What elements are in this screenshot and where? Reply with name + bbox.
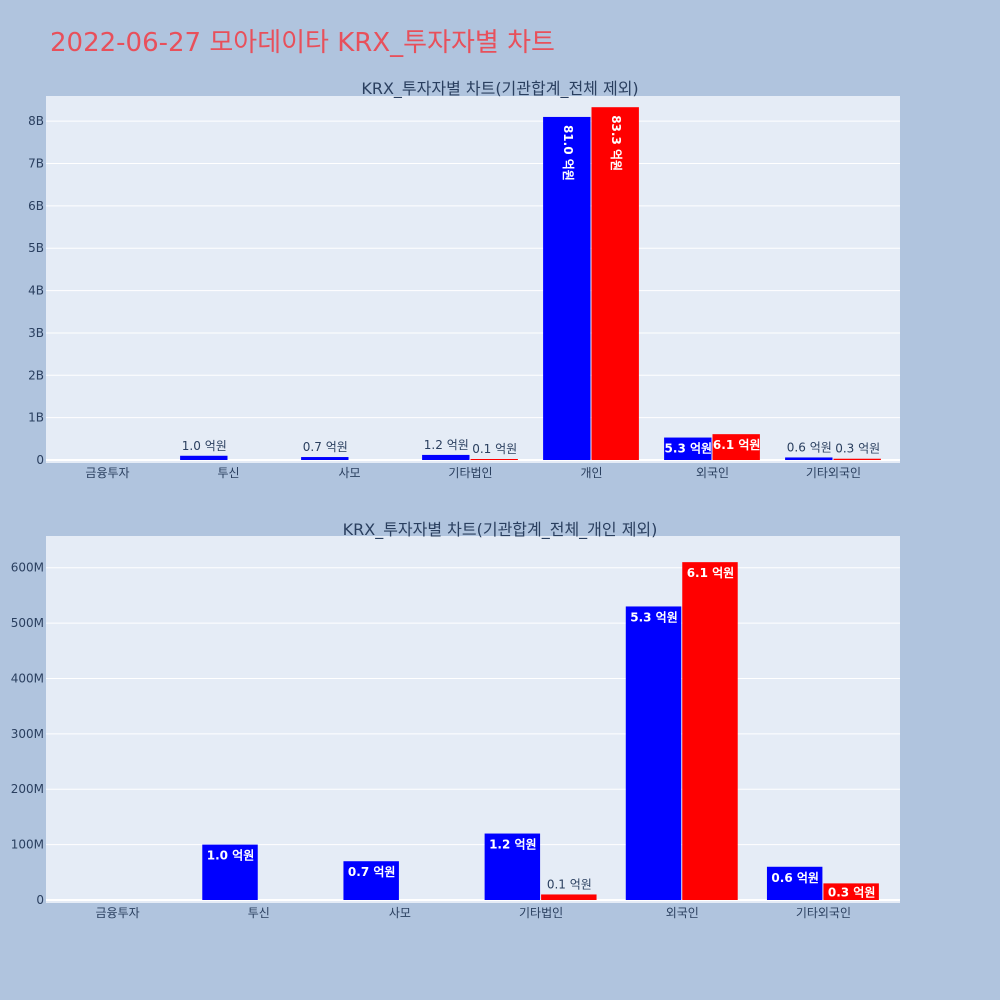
bar <box>422 454 470 460</box>
x-tick-label: 사모 <box>389 906 411 920</box>
bar <box>470 459 518 460</box>
y-tick-label: 7B <box>28 157 44 171</box>
bar-data-label: 81.0 억원 <box>561 125 575 181</box>
x-tick-label: 금융투자 <box>85 466 129 480</box>
y-tick-label: 600M <box>11 561 44 575</box>
bar <box>180 455 228 460</box>
bar-data-label: 1.0 억원 <box>182 439 227 453</box>
bar-data-label: 0.7 억원 <box>348 865 396 879</box>
x-tick-label: 기타외국인 <box>806 466 861 480</box>
bar <box>301 457 349 460</box>
plot-area <box>46 536 900 903</box>
bar <box>766 866 823 900</box>
x-tick-label: 개인 <box>580 466 602 480</box>
bar-data-label: 1.2 억원 <box>489 838 537 852</box>
y-tick-label: 0 <box>36 453 44 467</box>
bar <box>343 861 399 900</box>
plot-area <box>46 96 900 463</box>
bar <box>682 562 738 900</box>
y-tick-label: 0 <box>36 893 44 907</box>
x-tick-label: 투신 <box>248 906 270 920</box>
bar-data-label: 0.1 억원 <box>472 442 517 456</box>
bar-data-label: 0.1 억원 <box>547 877 592 891</box>
y-tick-label: 4B <box>28 284 44 298</box>
bar-data-label: 0.7 억원 <box>303 440 348 454</box>
x-tick-label: 금융투자 <box>95 906 139 920</box>
y-tick-label: 200M <box>11 782 44 796</box>
bar <box>664 437 712 460</box>
y-tick-label: 500M <box>11 616 44 630</box>
y-tick-label: 1B <box>28 411 44 425</box>
bar-data-label: 6.1 억원 <box>687 566 735 580</box>
x-tick-label: 사모 <box>338 466 360 480</box>
bar <box>541 894 597 900</box>
bar <box>591 107 639 460</box>
bar-data-label: 5.3 억원 <box>630 610 678 624</box>
bar-data-label: 0.6 억원 <box>787 440 832 454</box>
bar <box>785 457 833 460</box>
bar-data-label: 0.6 억원 <box>771 871 819 885</box>
bar <box>833 458 881 460</box>
y-tick-label: 2B <box>28 368 44 382</box>
y-tick-label: 300M <box>11 727 44 741</box>
x-tick-label: 외국인 <box>696 466 729 480</box>
chart-title: KRX_투자자별 차트(기관합계_전체 제외) <box>361 79 638 99</box>
bar-data-label: 1.2 억원 <box>424 438 469 452</box>
y-tick-label: 400M <box>11 671 44 685</box>
chart-2: KRX_투자자별 차트(기관합계_전체_개인 제외) 0 100M 200M 300M 4… <box>11 520 900 920</box>
bar-data-label: 5.3 억원 <box>665 442 713 456</box>
x-tick-label: 투신 <box>217 466 239 480</box>
x-tick-label: 기타법인 <box>519 906 563 920</box>
chart-1: KRX_투자자별 차트(기관합계_전체 제외) 0 1B 2B 3B 4B 5B 6B 7B 8B… <box>28 79 900 480</box>
bar <box>712 434 760 460</box>
bar-data-label: 0.3 억원 <box>828 885 876 899</box>
x-tick-label: 외국인 <box>666 906 699 920</box>
bar <box>625 606 682 900</box>
bar <box>823 883 879 900</box>
bar-data-label: 6.1 억원 <box>713 438 761 452</box>
bar <box>543 116 591 461</box>
page-title: 2022-06-27 모아데이타 KRX_투자자별 차트 <box>50 28 555 58</box>
y-tick-label: 100M <box>11 838 44 852</box>
chart-title: KRX_투자자별 차트(기관합계_전체_개인 제외) <box>343 520 658 540</box>
y-tick-label: 6B <box>28 199 44 213</box>
bar-data-label: 83.3 억원 <box>609 115 623 171</box>
y-tick-label: 3B <box>28 326 44 340</box>
bar-data-label: 1.0 억원 <box>207 849 255 863</box>
y-tick-label: 8B <box>28 114 44 128</box>
bar <box>202 844 258 900</box>
x-tick-label: 기타외국인 <box>796 906 851 920</box>
bar-data-label: 0.3 억원 <box>835 442 880 456</box>
bar <box>484 833 541 900</box>
x-tick-label: 기타법인 <box>448 466 492 480</box>
y-tick-label: 5B <box>28 241 44 255</box>
